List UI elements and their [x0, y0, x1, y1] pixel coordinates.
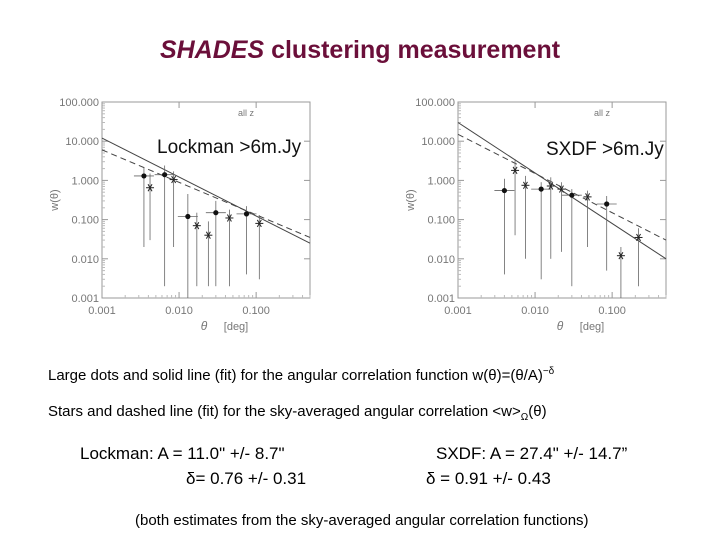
lockman-plot-label: Lockman >6m.Jy: [157, 137, 302, 158]
x-tick-label: 0.001: [444, 305, 472, 317]
data-star: [255, 219, 264, 228]
data-dot: [141, 173, 147, 179]
y-tick-label: 10.000: [65, 136, 99, 148]
star-stroke: [523, 181, 528, 190]
plot-frame: [457, 101, 667, 299]
x-axis-label-theta: θ: [201, 319, 208, 333]
x-tick-label: 0.010: [165, 305, 193, 317]
y-tick-label: 0.001: [427, 293, 455, 305]
plot-frame: [101, 101, 311, 299]
star-stroke: [147, 184, 153, 192]
data-star: [511, 166, 520, 175]
caption-stars-subscript: Ω: [520, 412, 529, 423]
data-dot: [569, 192, 575, 198]
x-tick-label: 0.100: [242, 305, 270, 317]
footnote: (both estimates from the sky-averaged an…: [135, 512, 589, 529]
sxdf-amplitude: SXDF: A = 27.4" +/- 14.7”: [436, 444, 628, 463]
caption-dots-text: Large dots and solid line (fit) for the …: [48, 367, 543, 384]
data-dot: [538, 186, 544, 192]
y-tick-label: 0.100: [71, 215, 99, 227]
data-star: [583, 193, 592, 201]
star-stroke: [226, 214, 232, 222]
lockman-plot: 100.000 10.000 1.000 0.100 0.010 0.001 0.001 0.…: [42, 92, 322, 340]
plot-inset-label: all z: [238, 108, 255, 118]
star-stroke: [618, 251, 624, 260]
star-stroke: [512, 166, 518, 175]
star-stroke: [205, 231, 211, 239]
data-dot: [162, 172, 168, 178]
y-tick-label: 0.010: [427, 254, 455, 266]
lockman-amplitude: Lockman: A = 11.0" +/- 8.7": [80, 444, 285, 463]
caption-stars-text: Stars and dashed line (fit) for the sky-…: [48, 403, 521, 420]
data-star: [146, 184, 155, 192]
caption-dots: Large dots and solid line (fit) for the …: [48, 366, 554, 384]
dashed-fit-line: [457, 133, 667, 241]
y-tick-label: 0.100: [427, 215, 455, 227]
y-tick-label: 0.010: [71, 254, 99, 266]
y-tick-label: 10.000: [421, 136, 455, 148]
slide-title: SHADES clustering measurement: [0, 36, 720, 65]
title-rest: clustering measurement: [264, 36, 561, 64]
star-stroke: [256, 219, 262, 228]
sxdf-plot: 100.000 10.000 1.000 0.100 0.010 0.001 0.001 0.…: [398, 92, 678, 340]
star-stroke: [548, 182, 554, 190]
y-tick-label: 100.000: [415, 97, 455, 109]
data-star: [192, 221, 201, 230]
star-stroke: [636, 233, 641, 242]
star-stroke: [194, 221, 200, 230]
data-star: [169, 175, 178, 184]
x-tick-label: 0.100: [598, 305, 626, 317]
plot-inset-label: all z: [594, 108, 611, 118]
x-axis-label-theta: θ: [557, 319, 564, 333]
data-dot: [501, 187, 507, 194]
x-tick-label: 0.010: [521, 305, 549, 317]
y-tick-label: 1.000: [71, 175, 99, 187]
data-star: [557, 185, 566, 193]
x-tick-label: 0.001: [88, 305, 116, 317]
sxdf-delta: δ = 0.91 +/- 0.43: [426, 469, 551, 488]
caption-dots-exponent: −δ: [542, 366, 555, 377]
y-tick-label: 1.000: [427, 175, 455, 187]
data-star: [521, 181, 530, 190]
dashed-fit-line: [101, 149, 311, 238]
y-tick-label: 100.000: [59, 97, 99, 109]
y-axis-label: w(θ): [405, 189, 417, 211]
star-stroke: [559, 185, 564, 193]
caption-stars-tail: (θ): [528, 403, 547, 420]
data-dot: [604, 201, 610, 207]
lockman-delta: δ= 0.76 +/- 0.31: [186, 469, 307, 488]
data-star: [634, 233, 643, 242]
data-star: [546, 182, 555, 190]
data-dot: [243, 211, 250, 217]
x-axis-label-unit: [deg]: [580, 321, 604, 333]
title-italic: SHADES: [159, 36, 265, 64]
solid-fit-line: [101, 137, 311, 244]
data-dot: [185, 213, 191, 220]
star-stroke: [171, 175, 177, 184]
y-axis-label: w(θ): [49, 189, 61, 211]
data-star: [225, 214, 234, 222]
caption-stars: Stars and dashed line (fit) for the sky-…: [48, 403, 547, 423]
x-axis-label-unit: [deg]: [224, 321, 248, 333]
data-star: [204, 231, 213, 239]
sxdf-plot-label: SXDF >6m.Jy: [546, 139, 664, 160]
data-star: [616, 251, 625, 260]
y-tick-label: 0.001: [71, 293, 99, 305]
star-stroke: [585, 193, 591, 201]
data-dot: [213, 210, 219, 216]
